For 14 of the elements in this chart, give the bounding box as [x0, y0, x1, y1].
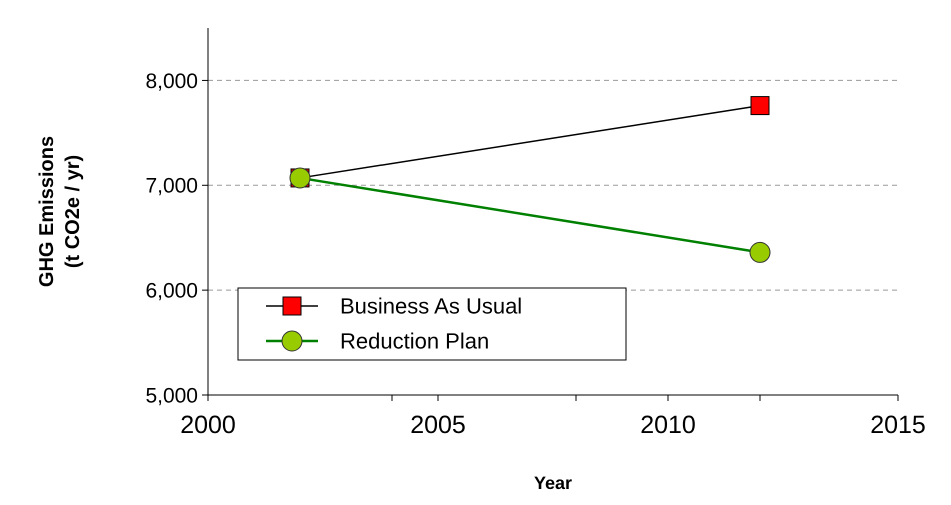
x-tick-label: 2015: [870, 411, 926, 439]
legend-label: Reduction Plan: [340, 328, 490, 354]
y-tick-label: 7,000: [145, 174, 198, 198]
y-axis-title: GHG Emissions (t CO2e / yr): [36, 136, 84, 288]
point: [750, 242, 770, 263]
legend-label: Business As Usual: [340, 294, 522, 319]
x-tick-label: 2000: [180, 411, 236, 439]
x-tick-label: 2005: [410, 411, 466, 439]
x-axis-title: Year: [534, 473, 572, 493]
y-tick-label: 8,000: [145, 70, 198, 93]
y-tick-label: 6,000: [145, 279, 198, 302]
x-tick-label: 2010: [640, 411, 696, 439]
point: [750, 96, 770, 116]
y-tick-label: 5,000: [145, 384, 198, 408]
